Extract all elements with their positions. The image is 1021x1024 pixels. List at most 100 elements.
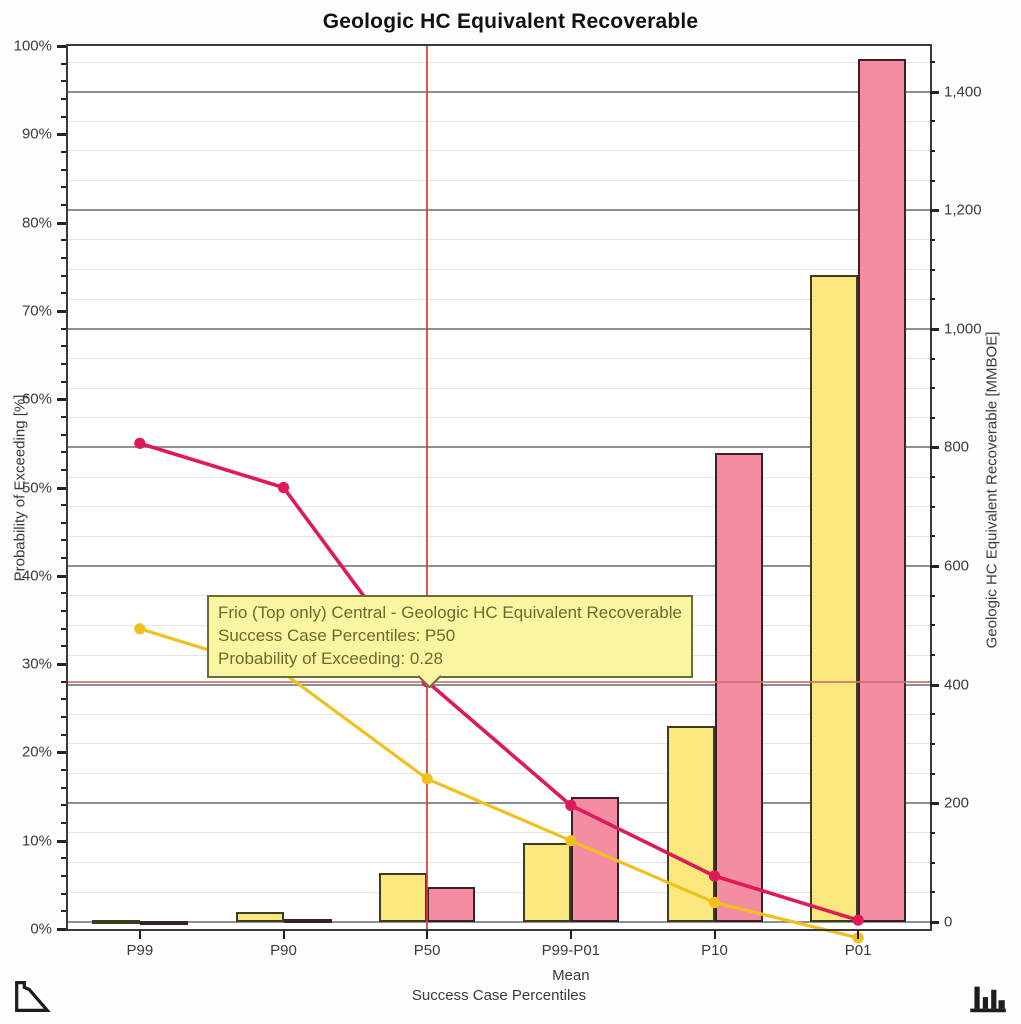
right-axis-title: Geologic HC Equivalent Recoverable [MMBO…: [983, 331, 1001, 649]
left-axis-tick: [61, 150, 66, 153]
bar-yellow-P10[interactable]: [666, 726, 715, 922]
left-axis-tick: [61, 627, 66, 630]
bar-pink-P01[interactable]: [858, 59, 907, 922]
bar-yellow-P99[interactable]: [91, 920, 140, 925]
right-axis-tick: [930, 268, 935, 271]
gridline: [68, 120, 930, 122]
bar-pink-P50[interactable]: [427, 887, 476, 922]
left-axis-tick-label: 50%: [21, 479, 52, 496]
left-axis-tick: [61, 875, 66, 878]
x-axis-tick: [713, 930, 716, 939]
bar-pink-P99[interactable]: [139, 921, 188, 926]
gridline: [68, 269, 930, 271]
right-axis-tick: [930, 920, 939, 924]
left-axis-tick: [61, 97, 66, 100]
left-axis-tick: [61, 539, 66, 542]
right-axis-tick: [930, 238, 935, 241]
gridline: [68, 891, 930, 893]
histogram-icon[interactable]: [964, 974, 1010, 1021]
series-line-crimson: [139, 441, 859, 922]
left-axis-tick: [61, 186, 66, 189]
data-point-gold-P99[interactable]: [134, 623, 146, 635]
data-point-crimson-P90[interactable]: [277, 481, 290, 494]
left-axis-tick-label: 10%: [21, 832, 52, 850]
right-axis-tick: [930, 772, 935, 775]
left-axis-tick: [57, 221, 66, 225]
x-axis-tick: [426, 930, 429, 939]
right-axis-tick: [930, 120, 935, 123]
left-axis-tick: [57, 751, 66, 755]
data-point-crimson-P01[interactable]: [852, 914, 864, 926]
left-axis-tick: [61, 274, 66, 277]
plot-area[interactable]: Success Case Percentiles 0% 10% 20% 30% 40% 5…: [14, 38, 982, 1005]
bar-pink-P90[interactable]: [283, 918, 332, 923]
right-axis-tick: [930, 327, 939, 331]
decline-curve-icon[interactable]: [8, 976, 54, 1023]
gridline: [68, 535, 930, 537]
x-axis-tick: [569, 930, 572, 939]
right-axis-tick-label: 600: [944, 557, 970, 575]
right-axis-tick-label: 1,400: [944, 83, 982, 101]
gridline: [68, 862, 930, 864]
right-axis-tick: [930, 624, 935, 627]
right-axis-tick: [930, 742, 935, 745]
gridline: [68, 920, 930, 923]
x-category-label: P99-P01: [541, 942, 601, 959]
gridline: [68, 180, 930, 182]
left-axis-tick: [61, 892, 66, 895]
gridline: [68, 683, 930, 686]
gridline: [68, 327, 930, 330]
data-point-crimson-P99-P01[interactable]: [565, 799, 577, 811]
data-point-gold-P50[interactable]: [421, 773, 433, 785]
bar-yellow-P99-P01[interactable]: [522, 843, 571, 922]
right-axis-tick: [930, 416, 935, 419]
right-axis-tick: [930, 505, 935, 508]
gridline: [68, 358, 930, 360]
left-axis-tick: [61, 380, 66, 383]
left-axis-tick: [61, 733, 66, 736]
data-point-crimson-P99[interactable]: [134, 437, 146, 449]
left-axis-tick: [61, 592, 66, 595]
left-axis-tick: [61, 822, 66, 825]
right-axis-tick: [930, 476, 935, 479]
left-axis-tick: [61, 327, 66, 330]
gridline: [68, 239, 930, 241]
right-axis-tick: [930, 594, 935, 597]
left-axis-tick: [57, 486, 66, 490]
gridline: [68, 387, 930, 389]
x-axis-tick: [282, 930, 285, 939]
left-axis-tick: [61, 239, 66, 242]
right-axis-tick: [930, 891, 935, 894]
x-axis-title: Success Case Percentiles: [411, 987, 587, 1004]
bar-pink-P10[interactable]: [714, 453, 763, 922]
left-axis-tick: [61, 716, 66, 719]
left-axis-tick-label: 30%: [21, 655, 52, 673]
data-point-gold-P99-P01[interactable]: [565, 835, 577, 847]
gridline: [68, 61, 930, 63]
bar-yellow-P01[interactable]: [810, 275, 859, 922]
left-axis-tick: [61, 115, 66, 118]
right-axis-tick: [930, 209, 939, 213]
right-axis-tick-label: 800: [944, 438, 970, 456]
gridline: [68, 90, 930, 93]
data-point-crimson-P10[interactable]: [708, 870, 721, 882]
left-axis-tick: [61, 557, 66, 560]
right-axis-tick: [930, 654, 935, 657]
gridline: [68, 298, 930, 300]
gridline: [68, 476, 930, 478]
right-axis-tick: [930, 565, 939, 569]
left-axis-tick: [57, 839, 66, 843]
left-axis-tick: [61, 804, 66, 807]
left-axis-tick: [61, 362, 66, 365]
data-point-gold-P10[interactable]: [708, 896, 721, 909]
x-category-sublabel: Mean: [552, 967, 590, 984]
bar-yellow-P90[interactable]: [235, 911, 284, 922]
left-axis-tick: [61, 203, 66, 206]
x-category-label: P90: [270, 942, 297, 959]
left-axis-tick: [61, 786, 66, 789]
left-axis-tick: [61, 415, 66, 418]
right-axis-tick-label: 1,200: [944, 201, 982, 219]
gridline: [68, 506, 930, 508]
left-axis-tick: [61, 168, 66, 171]
